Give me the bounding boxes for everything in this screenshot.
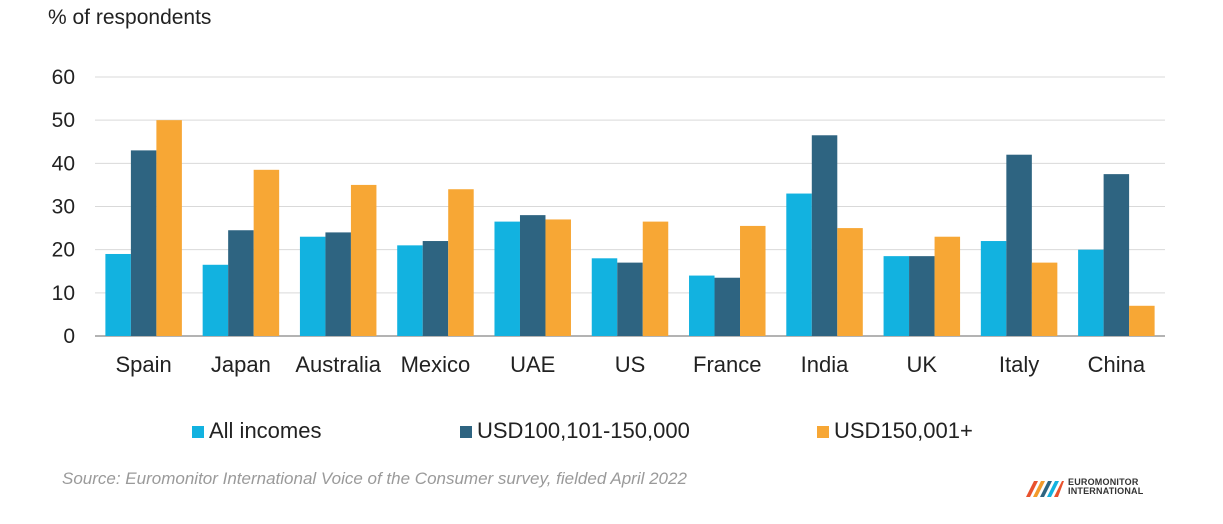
bar bbox=[202, 264, 229, 336]
bar bbox=[714, 277, 741, 336]
bar bbox=[909, 256, 935, 336]
bar bbox=[1006, 154, 1032, 336]
category-labels: Spain Japan Australia Mexico UAE US France Indi… bbox=[115, 352, 1145, 377]
logo-stripes-icon bbox=[1026, 481, 1064, 497]
bar bbox=[837, 228, 863, 336]
legend: All incomes USD100,101-150,000 USD150,001+ bbox=[192, 418, 973, 443]
y-tick-label: 30 bbox=[52, 196, 75, 219]
bar bbox=[545, 219, 571, 336]
category-label: Italy bbox=[999, 352, 1039, 377]
bar bbox=[1129, 305, 1155, 336]
bar bbox=[1031, 262, 1058, 336]
category-label: US bbox=[615, 352, 646, 377]
bar bbox=[299, 236, 326, 336]
y-tick-label: 40 bbox=[52, 152, 75, 175]
legend-swatch bbox=[817, 426, 829, 438]
bar bbox=[883, 256, 910, 336]
bar bbox=[130, 150, 157, 336]
y-tick-label: 60 bbox=[52, 66, 75, 89]
bar bbox=[397, 245, 423, 336]
bar bbox=[1103, 174, 1130, 336]
bar bbox=[156, 120, 182, 337]
category-label: India bbox=[801, 352, 849, 377]
bar bbox=[786, 193, 812, 336]
bar bbox=[740, 225, 766, 336]
category-label: UK bbox=[907, 352, 938, 377]
legend-label: USD150,001+ bbox=[834, 418, 973, 443]
y-tick-label: 20 bbox=[52, 239, 75, 262]
category-label: France bbox=[693, 352, 761, 377]
bar bbox=[494, 221, 520, 336]
bar bbox=[105, 253, 131, 336]
euromonitor-logo: EUROMONITOR INTERNATIONAL bbox=[1024, 477, 1154, 499]
bar bbox=[591, 258, 618, 336]
bar bbox=[934, 236, 961, 336]
bar bbox=[228, 230, 254, 336]
category-label: Australia bbox=[295, 352, 381, 377]
legend-label: All incomes bbox=[209, 418, 321, 443]
category-label: Japan bbox=[211, 352, 271, 377]
legend-label: USD100,101-150,000 bbox=[477, 418, 690, 443]
bar bbox=[689, 275, 715, 336]
bar bbox=[350, 184, 377, 336]
bar bbox=[422, 241, 449, 336]
category-label: China bbox=[1088, 352, 1146, 377]
bar bbox=[1078, 249, 1104, 336]
bar bbox=[253, 169, 280, 336]
category-label: Mexico bbox=[401, 352, 471, 377]
y-tick-labels: 0 10 20 30 40 50 60 bbox=[52, 66, 75, 348]
legend-swatch bbox=[192, 426, 204, 438]
bar bbox=[617, 262, 643, 336]
bar bbox=[980, 241, 1007, 336]
category-label: UAE bbox=[510, 352, 555, 377]
bar bbox=[448, 189, 474, 336]
y-axis-title: % of respondents bbox=[48, 6, 211, 29]
bars bbox=[105, 120, 1155, 337]
source-note: Source: Euromonitor International Voice … bbox=[62, 469, 687, 488]
bar bbox=[519, 215, 546, 336]
bar bbox=[642, 221, 669, 336]
logo-text: EUROMONITOR INTERNATIONAL bbox=[1068, 477, 1144, 496]
category-label: Spain bbox=[115, 352, 171, 377]
y-tick-label: 0 bbox=[63, 325, 75, 348]
y-tick-label: 50 bbox=[52, 109, 75, 132]
bar bbox=[811, 135, 838, 336]
y-tick-label: 10 bbox=[52, 282, 75, 305]
legend-swatch bbox=[460, 426, 472, 438]
bar bbox=[325, 232, 351, 336]
